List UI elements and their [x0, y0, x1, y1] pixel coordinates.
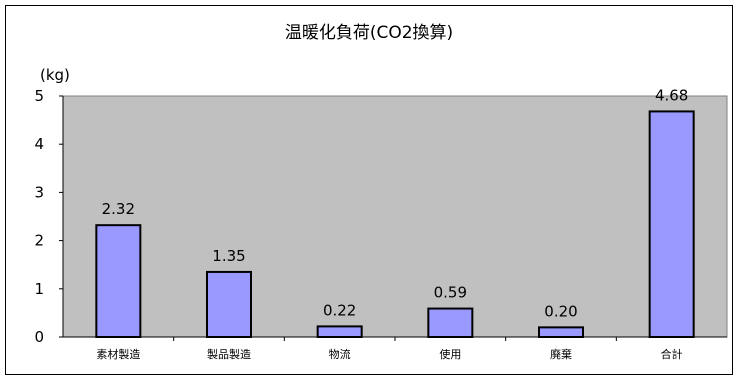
- plot-area: [62, 95, 728, 338]
- bar: [648, 110, 695, 339]
- y-tick-label: 2: [34, 232, 44, 250]
- y-tick-label: 5: [34, 87, 44, 105]
- x-tick-label: 使用: [439, 348, 461, 361]
- data-labels: 2.32 1.35 0.22 0.59 0.20 4.68: [102, 86, 689, 320]
- y-axis-unit-label: (kg): [40, 66, 70, 84]
- data-label: 0.20: [544, 302, 577, 320]
- x-axis: 素材製造 製品製造 物流 使用 廃棄 合計: [63, 336, 727, 361]
- data-label: 0.59: [434, 284, 467, 302]
- x-tick-label: 物流: [329, 347, 351, 361]
- x-tick-label: 製品製造: [207, 347, 251, 361]
- x-tick-label: 廃棄: [550, 347, 572, 361]
- bar: [538, 326, 584, 338]
- data-label: 1.35: [212, 247, 245, 265]
- bar: [427, 307, 474, 339]
- chart-title: 温暖化負荷(CO2換算): [285, 23, 453, 43]
- bar: [316, 325, 363, 338]
- y-tick-label: 1: [34, 280, 44, 298]
- data-label: 4.68: [655, 86, 688, 104]
- data-label: 2.32: [102, 200, 135, 218]
- bar: [206, 270, 252, 338]
- data-label: 0.22: [323, 301, 356, 319]
- y-tick-label: 4: [34, 135, 44, 153]
- bars: [95, 110, 695, 339]
- bar: [95, 224, 142, 338]
- y-axis: 0 1 2 3 4 5: [34, 87, 64, 346]
- y-tick-label: 0: [34, 328, 44, 346]
- x-tick-label: 素材製造: [96, 347, 140, 361]
- y-tick-label: 3: [34, 183, 44, 201]
- x-tick-label: 合計: [661, 347, 683, 361]
